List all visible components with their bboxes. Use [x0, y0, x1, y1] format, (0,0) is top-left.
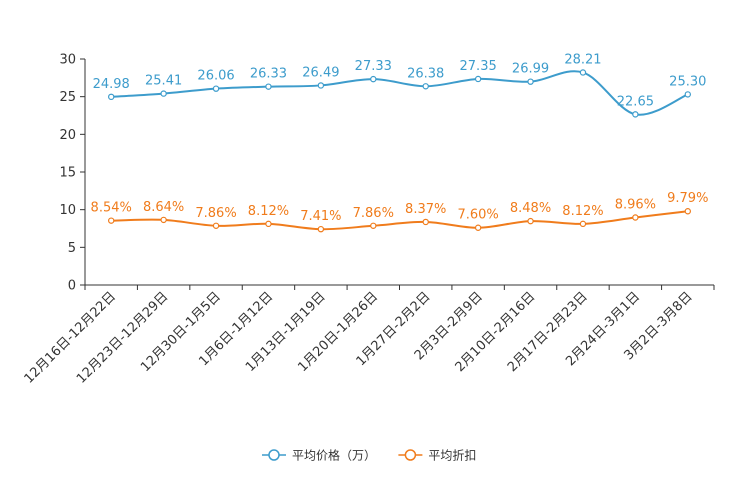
- data-label: 27.33: [355, 59, 392, 74]
- data-point: [684, 208, 691, 215]
- legend-label: 平均价格（万）: [292, 448, 376, 463]
- y-axis: 0 5 10 15 20 25 30: [59, 53, 86, 294]
- data-label: 25.41: [145, 74, 182, 89]
- legend-label: 平均折扣: [428, 448, 476, 463]
- data-label: 26.49: [302, 65, 339, 80]
- data-label: 8.54%: [91, 201, 132, 216]
- x-axis: 12月16日-12月22日12月23日-12月29日12月30日-1月5日1月6…: [22, 284, 715, 387]
- data-label: 8.48%: [510, 201, 551, 216]
- data-label: 8.12%: [248, 204, 289, 219]
- y-tick-label: 15: [59, 166, 76, 181]
- y-tick-label: 25: [59, 90, 76, 105]
- y-tick-label: 5: [68, 241, 76, 256]
- data-point: [265, 220, 272, 228]
- data-point: [317, 82, 325, 89]
- legend-item-1[interactable]: 平均价格（万）: [262, 448, 376, 463]
- data-point: [579, 220, 587, 228]
- data-point: [108, 217, 115, 224]
- data-point: [632, 111, 639, 118]
- data-label: 24.98: [93, 77, 130, 92]
- data-point: [108, 93, 115, 101]
- data-point: [317, 225, 325, 233]
- data-label: 8.12%: [562, 204, 603, 219]
- data-label: 25.30: [669, 74, 706, 89]
- data-label: 7.86%: [353, 206, 394, 221]
- series-line: [111, 70, 689, 116]
- y-tick-label: 20: [59, 128, 76, 143]
- data-label: 8.37%: [405, 202, 446, 217]
- data-label: 26.38: [407, 66, 444, 81]
- data-label: 26.33: [250, 67, 287, 82]
- data-point: [527, 78, 534, 85]
- x-category-label: 12月23日-12月29日: [74, 289, 171, 386]
- data-label: 26.99: [512, 62, 549, 77]
- y-tick-label: 10: [59, 203, 76, 218]
- data-label: 26.06: [197, 69, 234, 84]
- data-label: 27.35: [460, 59, 497, 74]
- series-layer: 24.98 25.41 26.06 26.33 26.49 27.33 26.38 27.35…: [91, 52, 708, 233]
- data-point: [632, 214, 639, 221]
- legend-marker: [268, 449, 280, 461]
- data-label: 7.41%: [300, 209, 341, 224]
- y-tick-label: 0: [68, 279, 76, 294]
- data-point: [422, 218, 429, 226]
- legend-item-2[interactable]: 平均折扣: [398, 448, 476, 463]
- legend-marker: [404, 449, 417, 461]
- data-label: 8.64%: [143, 200, 184, 215]
- y-tick-label: 30: [59, 53, 76, 68]
- data-point: [160, 90, 167, 97]
- data-point: [212, 222, 220, 229]
- data-point: [422, 83, 429, 90]
- legend: 平均价格（万） 平均折扣: [262, 448, 476, 463]
- series-2: 8.54% 8.64% 7.86% 8.12% 7.41% 7.86% 8.37% 7.60%…: [91, 191, 708, 233]
- data-point: [160, 216, 167, 224]
- data-point: [527, 217, 534, 225]
- data-label: 7.60%: [457, 208, 498, 223]
- data-point: [474, 75, 482, 83]
- data-label: 9.79%: [667, 191, 708, 206]
- data-point: [265, 83, 272, 90]
- data-label: 7.86%: [195, 206, 236, 221]
- series-line: [111, 210, 688, 231]
- data-point: [370, 222, 377, 229]
- data-point: [579, 69, 587, 76]
- x-category-label: 12月16日-12月22日: [22, 289, 119, 386]
- data-label: 28.21: [564, 52, 601, 67]
- data-label: 22.65: [617, 94, 654, 109]
- data-point: [684, 91, 691, 98]
- data-point: [474, 224, 482, 231]
- data-label: 8.96%: [615, 198, 656, 213]
- data-point: [212, 85, 220, 92]
- series-1: 24.98 25.41 26.06 26.33 26.49 27.33 26.38 27.35…: [93, 52, 706, 118]
- data-point: [370, 75, 377, 83]
